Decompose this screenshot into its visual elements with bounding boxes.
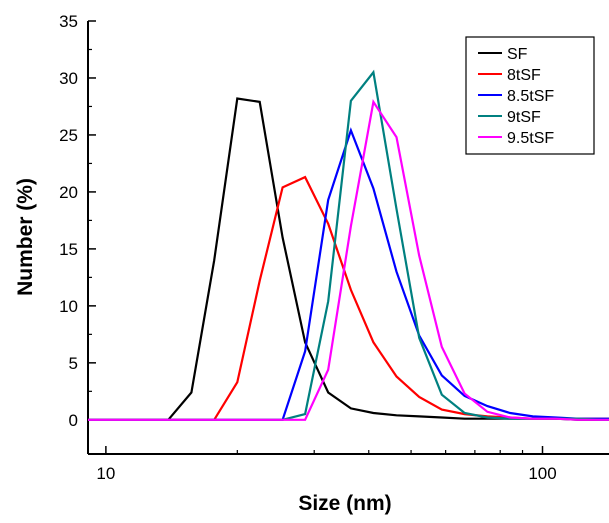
x-tick-label: 10 [96,464,115,483]
y-tick-label: 25 [59,126,78,145]
legend-label-8tsf: 8tSF [507,67,541,84]
y-tick-label: 0 [69,411,78,430]
series-lines [88,69,609,421]
legend-label-9tsf: 9tSF [507,109,541,126]
y-tick-label: 30 [59,69,78,88]
y-tick-label: 5 [69,354,78,373]
x-axis-title: Size (nm) [298,492,391,515]
x-tick-label: 100 [528,464,556,483]
legend: SF 8tSF 8.5tSF 9tSF 9.5tSF [465,36,595,155]
y-axis-title: Number (%) [14,178,37,296]
y-tick-label: 35 [59,12,78,31]
axes-group: 0 5 10 15 20 25 30 35 10 100 [59,12,609,483]
legend-label-9-5tsf: 9.5tSF [507,130,554,147]
series-line-8-5tsf [88,127,609,421]
series-line-8tsf [88,175,609,421]
series-line-9-5tsf [88,98,609,421]
y-tick-label: 15 [59,240,78,259]
legend-label-8-5tsf: 8.5tSF [507,88,554,105]
legend-label-sf: SF [507,46,528,63]
y-tick-label: 10 [59,297,78,316]
y-tick-label: 20 [59,183,78,202]
